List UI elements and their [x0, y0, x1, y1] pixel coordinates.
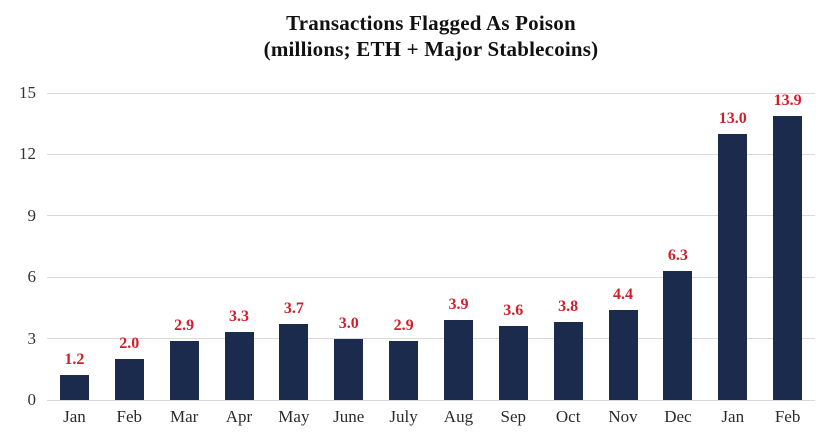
bar	[718, 133, 748, 400]
bar-value-label: 13.9	[773, 91, 802, 109]
x-tick-label: Oct	[555, 407, 581, 426]
bar	[59, 375, 89, 400]
bar-column: 1.2	[47, 351, 102, 400]
y-tick-label: 15	[19, 83, 36, 102]
x-tick-label: June	[333, 407, 365, 426]
bar-value-label: 3.0	[338, 314, 359, 332]
x-tick-label: Apr	[225, 407, 253, 426]
bar-column: 2.9	[157, 317, 212, 400]
bar-value-label: 1.2	[64, 351, 85, 369]
bar-value-label: 3.9	[448, 296, 469, 314]
chart-title: Transactions Flagged As Poison (millions…	[47, 10, 815, 63]
bar-value-label: 3.7	[283, 300, 304, 318]
chart-title-line2: (millions; ETH + Major Stablecoins)	[263, 37, 599, 62]
x-tick-label: July	[389, 407, 418, 426]
bar-value-label: 2.0	[119, 335, 140, 353]
bar-value-label: 2.9	[174, 316, 195, 334]
bar-value-label: 3.8	[558, 298, 579, 316]
gridline	[47, 276, 815, 278]
bar-value-label: 4.4	[613, 285, 634, 303]
bar-column: 2.9	[376, 317, 431, 400]
bar-column: 13.9	[760, 92, 815, 400]
bar-value-label: 6.3	[667, 247, 688, 265]
y-tick-label: 0	[27, 390, 37, 409]
bar-column: 3.9	[431, 296, 486, 400]
bar	[553, 322, 583, 400]
bar-value-label: 3.3	[229, 308, 249, 326]
bar	[443, 320, 473, 400]
bar	[114, 359, 144, 400]
bar	[773, 115, 803, 400]
bar-column: 2.0	[102, 335, 157, 400]
bars-container: 1.2 2.0 2.9 3.3 3.7 3.0 2.9 3.9 3.6 3.8 4.4 6.3 13.0…	[47, 92, 815, 400]
bar-value-label: 13.0	[718, 109, 747, 127]
bar	[498, 326, 528, 400]
bar	[334, 338, 364, 400]
chart-title-line1: Transactions Flagged As Poison	[286, 11, 576, 35]
bar	[608, 309, 638, 400]
y-tick-label: 12	[19, 144, 36, 164]
x-tick-label: Aug	[443, 407, 474, 426]
x-tick-label: Feb	[116, 407, 143, 426]
bar	[389, 340, 419, 400]
bar-column: 3.7	[266, 300, 321, 400]
bar-column: 4.4	[596, 286, 651, 400]
x-tick-label: Dec	[664, 407, 692, 426]
bar-column: 3.6	[486, 302, 541, 400]
bar-value-label: 2.9	[393, 316, 414, 334]
gridline	[47, 215, 815, 217]
gridline	[47, 399, 815, 401]
x-axis: Jan Feb Mar Apr May June July Aug Sep Oct Nov Dec Ja…	[47, 407, 815, 427]
gridline	[47, 338, 815, 340]
bar-column: 3.0	[321, 315, 376, 400]
x-tick-label: Nov	[608, 407, 638, 426]
bar-column: 6.3	[650, 247, 705, 400]
x-tick-label: Jan	[721, 407, 745, 426]
y-tick-label: 6	[27, 267, 37, 287]
bar-column: 13.0	[705, 110, 760, 400]
bar	[169, 340, 199, 400]
gridline	[47, 153, 815, 155]
x-tick-label: Feb	[774, 407, 801, 426]
x-tick-label: Sep	[500, 407, 527, 426]
x-tick-label: May	[278, 407, 310, 426]
plot-area: 1.2 2.0 2.9 3.3 3.7 3.0 2.9 3.9 3.6 3.8 4.4 6.3 13.0…	[47, 92, 815, 401]
bar	[279, 324, 309, 400]
bar-value-label: 3.6	[503, 302, 524, 320]
y-tick-label: 9	[27, 205, 37, 225]
bar-column: 3.3	[212, 308, 267, 400]
x-tick-label: Jan	[63, 407, 86, 426]
gridline	[47, 92, 815, 94]
y-tick-label: 3	[27, 328, 37, 348]
bar	[663, 271, 693, 400]
bar-column: 3.8	[541, 298, 596, 400]
bar	[224, 332, 254, 400]
x-tick-label: Mar	[169, 407, 199, 426]
